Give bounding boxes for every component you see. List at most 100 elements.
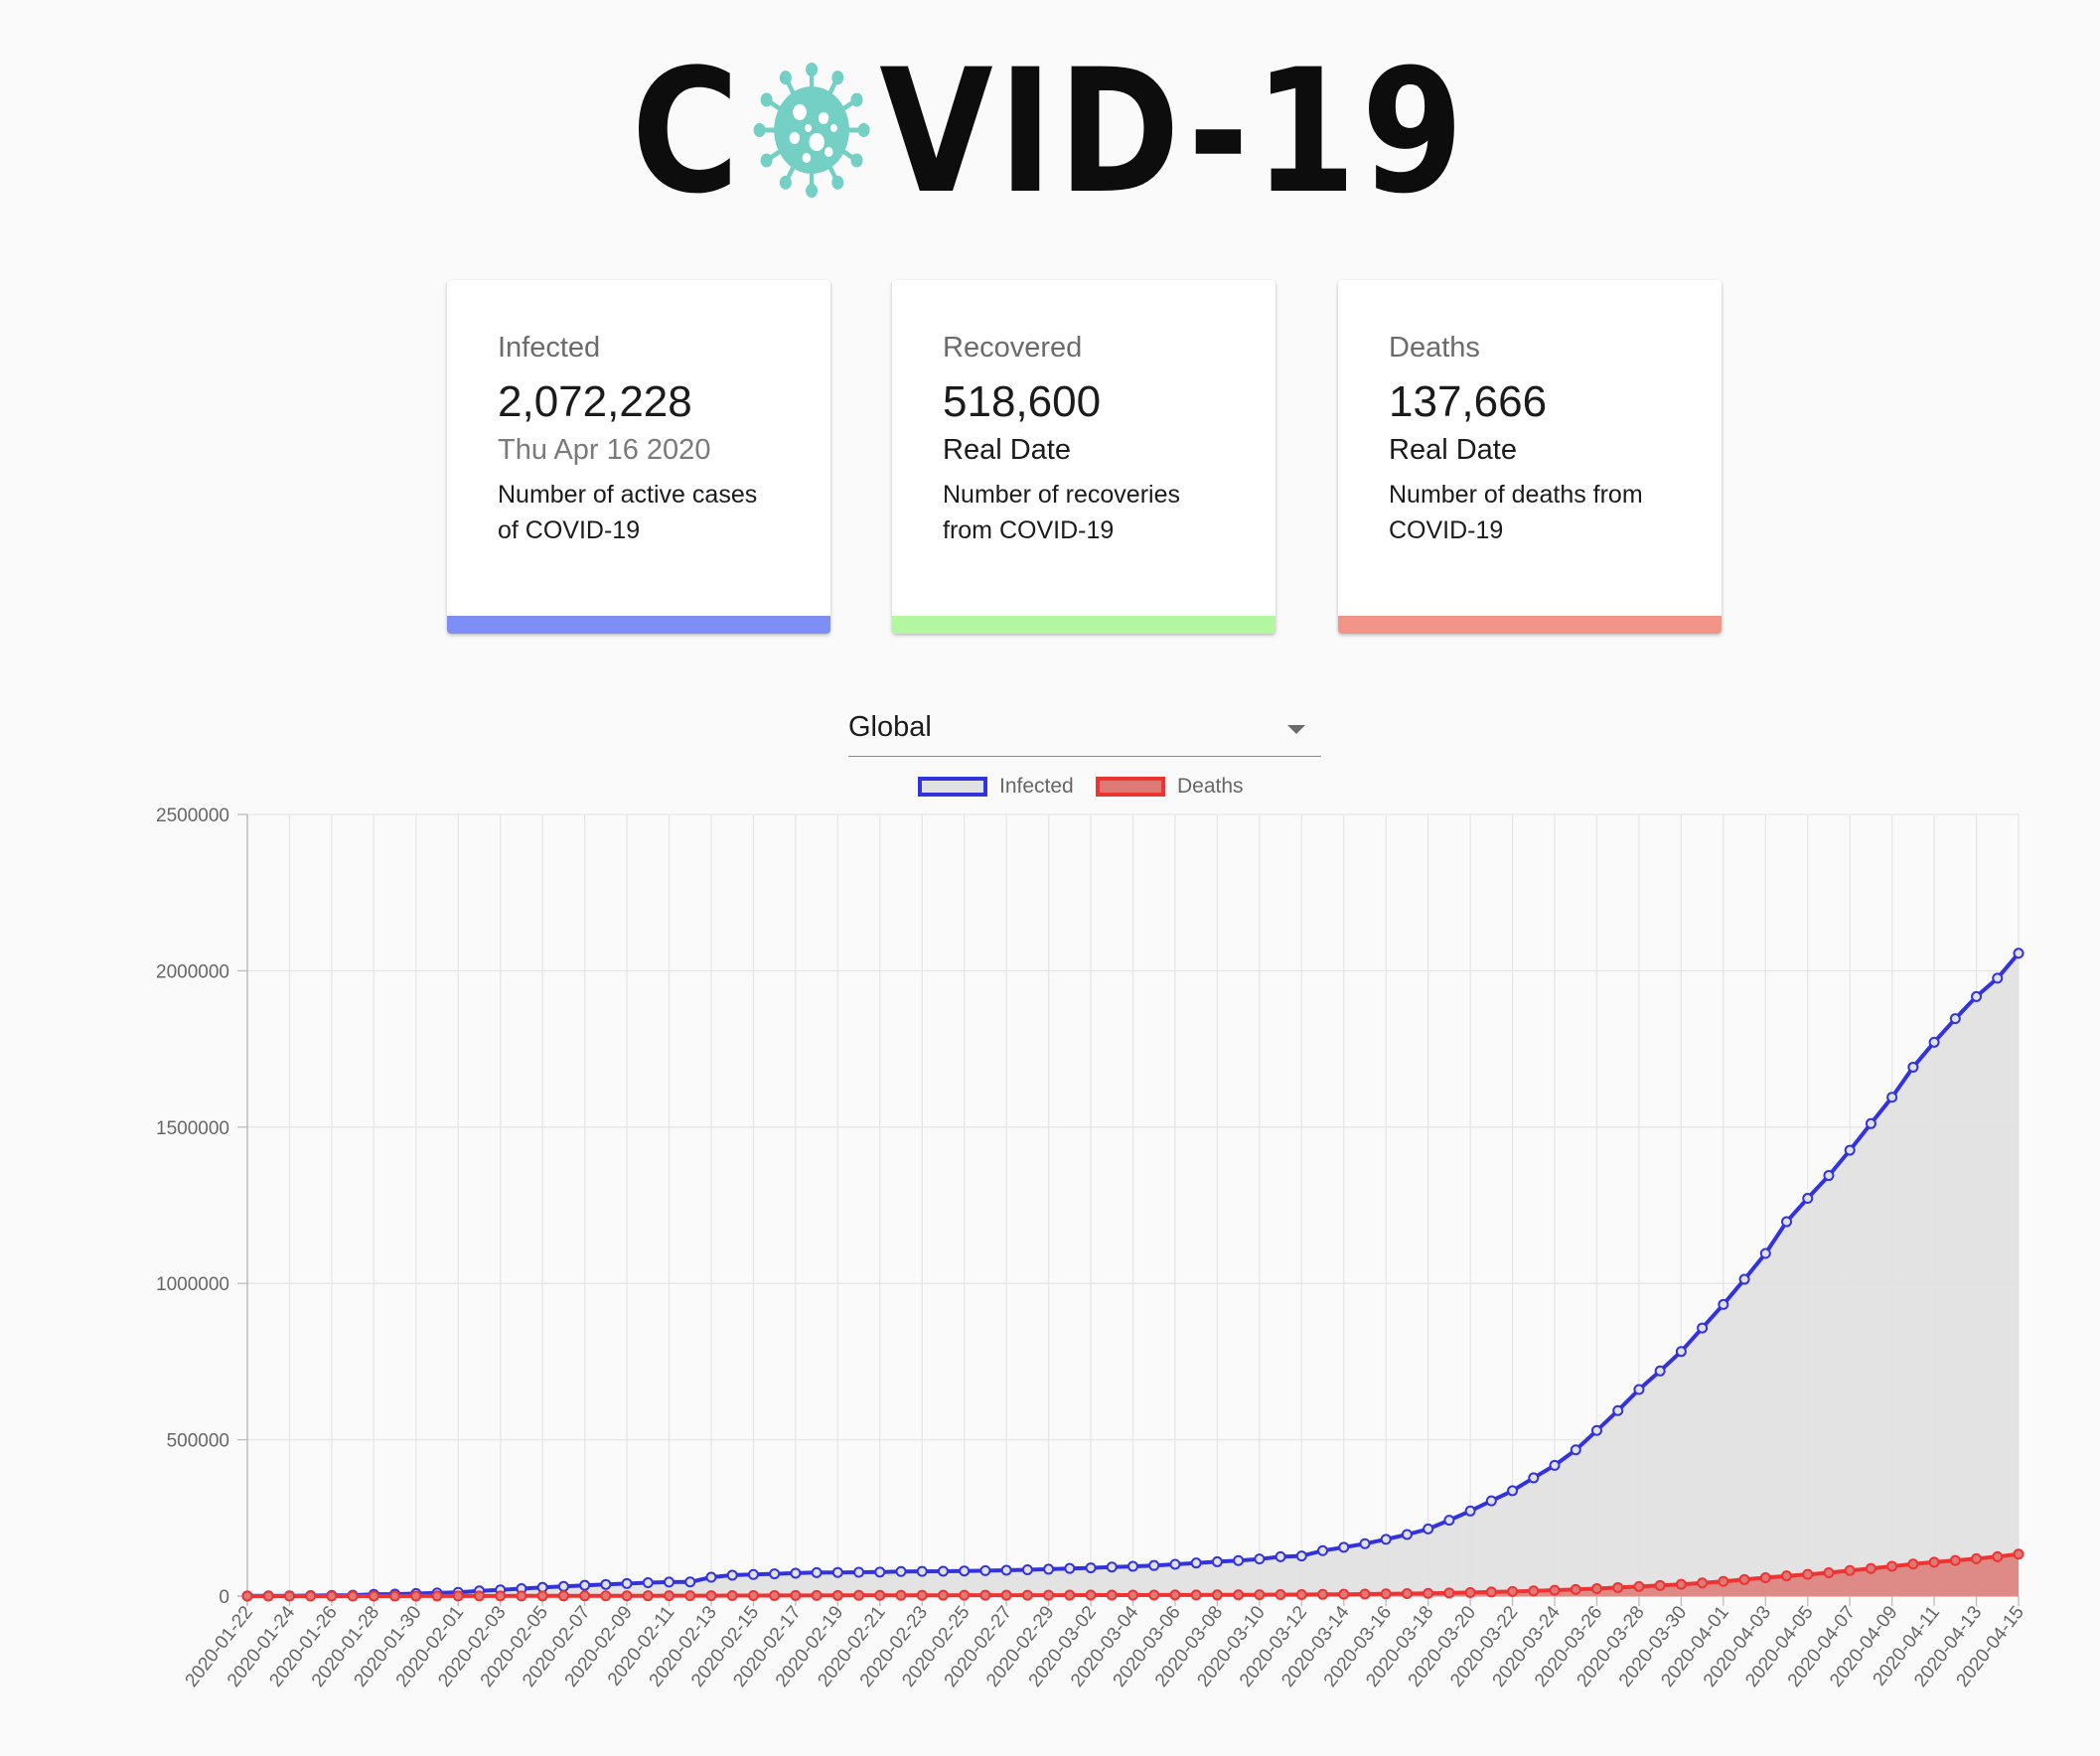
data-point-infected bbox=[579, 1579, 591, 1591]
data-point-infected bbox=[1633, 1384, 1645, 1395]
recovered-card: Recovered 518,600 Real Date Number of re… bbox=[892, 280, 1275, 634]
card-title: Deaths bbox=[1389, 332, 1480, 364]
data-point-deaths bbox=[1064, 1589, 1076, 1601]
data-point-infected bbox=[1443, 1515, 1455, 1527]
data-point-deaths bbox=[642, 1590, 654, 1602]
data-point-deaths bbox=[747, 1589, 759, 1601]
y-tick-label: 0 bbox=[219, 1587, 229, 1608]
legend-item-deaths[interactable]: Deaths bbox=[1096, 773, 1244, 801]
virus-spike-tip bbox=[857, 123, 870, 138]
data-point-infected bbox=[1233, 1554, 1245, 1566]
data-point-infected bbox=[1971, 990, 1983, 1002]
virus-spike-tip bbox=[806, 63, 819, 77]
data-point-deaths bbox=[1507, 1585, 1519, 1597]
data-point-infected bbox=[811, 1566, 823, 1578]
virus-spike-tip bbox=[753, 123, 766, 138]
data-point-infected bbox=[1295, 1550, 1307, 1562]
data-point-infected bbox=[769, 1568, 781, 1580]
card-title: Infected bbox=[498, 332, 601, 364]
data-point-infected bbox=[1127, 1560, 1138, 1572]
data-point-infected bbox=[1085, 1562, 1097, 1574]
data-point-infected bbox=[1992, 972, 2004, 984]
data-point-infected bbox=[1423, 1523, 1434, 1535]
data-point-deaths bbox=[726, 1590, 738, 1602]
data-point-infected bbox=[1590, 1424, 1602, 1436]
virus-spike-tip bbox=[806, 184, 819, 199]
deaths-card: Deaths 137,666 Real Date Number of death… bbox=[1338, 280, 1722, 634]
data-point-deaths bbox=[1464, 1586, 1476, 1598]
data-point-infected bbox=[1148, 1559, 1160, 1571]
virus-spot bbox=[789, 132, 801, 145]
data-point-deaths bbox=[495, 1590, 507, 1602]
data-point-infected bbox=[895, 1565, 907, 1577]
data-point-infected bbox=[1528, 1472, 1540, 1484]
data-point-deaths bbox=[1928, 1556, 1940, 1568]
data-point-infected bbox=[1949, 1013, 1961, 1025]
data-point-deaths bbox=[664, 1590, 675, 1602]
data-point-deaths bbox=[1949, 1554, 1961, 1566]
data-point-deaths bbox=[1000, 1589, 1012, 1601]
data-point-deaths bbox=[2013, 1548, 2025, 1560]
card-value: 137,666 bbox=[1389, 377, 1548, 426]
data-point-deaths bbox=[241, 1590, 253, 1602]
data-point-deaths bbox=[1485, 1586, 1497, 1598]
data-point-infected bbox=[664, 1576, 675, 1588]
card-description-line: COVID-19 bbox=[1389, 516, 1504, 545]
data-point-infected bbox=[959, 1565, 971, 1577]
virus-spot bbox=[830, 124, 838, 133]
legend-item-infected[interactable]: Infected bbox=[918, 773, 1074, 801]
card-description: Number of active cases of COVID-19 bbox=[498, 477, 781, 548]
data-point-infected bbox=[937, 1565, 949, 1577]
card-date: Thu Apr 16 2020 bbox=[498, 434, 711, 467]
data-point-infected bbox=[1485, 1495, 1497, 1507]
virus-spike-tip bbox=[760, 92, 773, 107]
data-point-infected bbox=[1844, 1144, 1856, 1156]
data-point-deaths bbox=[473, 1590, 485, 1602]
legend-swatch-deaths bbox=[1096, 777, 1165, 797]
data-point-deaths bbox=[516, 1590, 527, 1602]
data-point-infected bbox=[557, 1580, 569, 1592]
data-point-deaths bbox=[1359, 1588, 1371, 1600]
data-point-infected bbox=[1718, 1298, 1729, 1310]
data-point-infected bbox=[853, 1566, 865, 1578]
data-point-deaths bbox=[769, 1589, 781, 1601]
stat-cards: Infected 2,072,228 Thu Apr 16 2020 Numbe… bbox=[0, 280, 2100, 638]
data-point-infected bbox=[726, 1569, 738, 1581]
data-point-deaths bbox=[895, 1589, 907, 1601]
chevron-down-icon[interactable] bbox=[1287, 725, 1305, 734]
data-point-infected bbox=[1043, 1563, 1055, 1575]
data-point-deaths bbox=[1211, 1589, 1223, 1601]
data-point-infected bbox=[916, 1565, 928, 1577]
data-point-deaths bbox=[621, 1590, 633, 1602]
data-point-deaths bbox=[1570, 1583, 1581, 1595]
data-point-infected bbox=[1823, 1170, 1835, 1182]
data-point-deaths bbox=[431, 1590, 443, 1602]
data-point-deaths bbox=[1844, 1564, 1856, 1576]
country-select[interactable]: Global bbox=[848, 699, 1321, 757]
data-point-infected bbox=[1802, 1193, 1814, 1205]
virus-spot bbox=[802, 153, 812, 164]
data-point-deaths bbox=[1295, 1589, 1307, 1601]
data-point-deaths bbox=[1738, 1573, 1750, 1585]
logo-text-vid19: VID-19 bbox=[879, 31, 1469, 231]
data-point-deaths bbox=[1190, 1589, 1202, 1601]
card-accent-bar bbox=[447, 616, 830, 634]
card-accent-bar bbox=[1338, 616, 1722, 634]
data-point-infected bbox=[1064, 1562, 1076, 1574]
data-point-deaths bbox=[1886, 1560, 1898, 1572]
data-point-deaths bbox=[853, 1589, 865, 1601]
data-point-infected bbox=[1021, 1564, 1033, 1576]
card-accent-bar bbox=[892, 616, 1275, 634]
data-point-deaths bbox=[1675, 1578, 1687, 1590]
data-point-deaths bbox=[1612, 1581, 1624, 1593]
data-point-deaths bbox=[1401, 1588, 1413, 1600]
data-point-infected bbox=[1654, 1365, 1666, 1377]
virus-spot bbox=[819, 112, 829, 125]
data-point-infected bbox=[684, 1576, 696, 1588]
data-point-deaths bbox=[1443, 1587, 1455, 1599]
data-point-deaths bbox=[262, 1590, 274, 1602]
data-point-infected bbox=[621, 1577, 633, 1589]
data-point-deaths bbox=[1275, 1589, 1286, 1601]
data-point-deaths bbox=[410, 1590, 422, 1602]
